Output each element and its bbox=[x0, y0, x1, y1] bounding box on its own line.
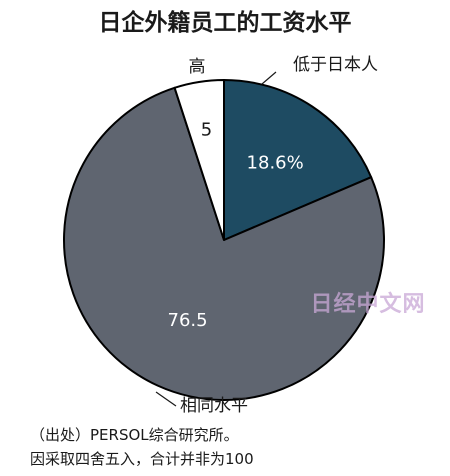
slice-value-label: 5 bbox=[201, 119, 212, 140]
leader-lines bbox=[155, 71, 277, 407]
slice-value-label: 18.6% bbox=[247, 153, 304, 174]
chart-title: 日企外籍员工的工资水平 bbox=[99, 9, 352, 36]
pie-slice-1 bbox=[223, 79, 373, 241]
pie-slice-3 bbox=[173, 79, 225, 241]
leader-line bbox=[155, 391, 177, 407]
source-note: （出处）PERSOL综合研究所。 bbox=[30, 426, 239, 444]
slice-value-label: 76.5 bbox=[168, 310, 208, 331]
pie-slices bbox=[63, 79, 385, 401]
pie-labels: 18.6% 低于日本人 76.5 相同水平 5 高 bbox=[168, 55, 378, 416]
watermark-logo: 日经中文网 bbox=[310, 291, 425, 317]
slice-category-label: 相同水平 bbox=[180, 396, 248, 416]
leader-line bbox=[261, 71, 277, 85]
slice-category-label: 高 bbox=[189, 57, 206, 77]
rounding-note: 因采取四舍五入，合计并非为100 bbox=[30, 450, 254, 468]
slice-category-label: 低于日本人 bbox=[293, 55, 378, 75]
pie-slice-2 bbox=[63, 86, 385, 401]
